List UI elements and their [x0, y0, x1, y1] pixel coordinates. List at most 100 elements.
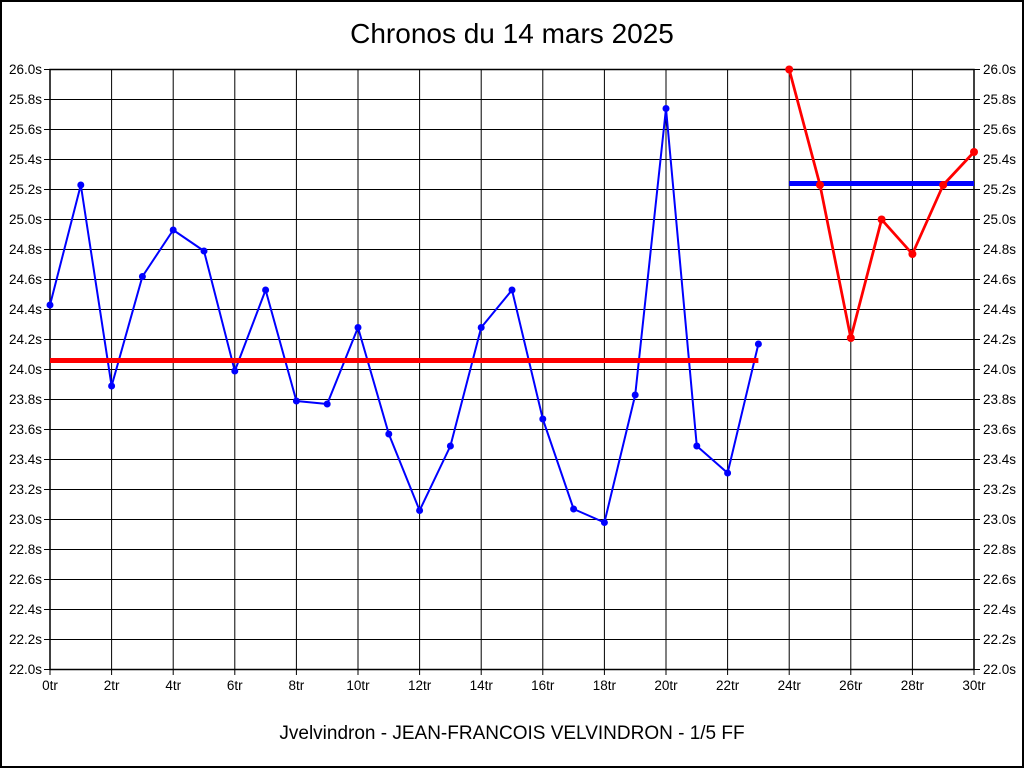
- x-axis-labels: 0tr 2tr 4tr 6tr 8tr 10tr 12tr 14tr 16tr 18tr 20tr 2…: [42, 678, 986, 693]
- serie-bleue-tours-0-23-point: [108, 382, 116, 390]
- x-tick-label: 16tr: [531, 678, 555, 693]
- x-tick-label: 2tr: [104, 678, 120, 693]
- x-tick-label: 0tr: [42, 678, 58, 693]
- y-tick-label-left: 22.6s: [9, 572, 42, 587]
- x-tick-label: 22tr: [716, 678, 740, 693]
- serie-rouge-tours-24-30-point: [908, 250, 917, 258]
- y-tick-label-left: 25.0s: [9, 212, 42, 227]
- y-tick-label-left: 22.8s: [9, 542, 42, 557]
- y-tick-label-left: 23.6s: [9, 422, 42, 437]
- x-tick-label: 6tr: [227, 678, 243, 693]
- y-tick-label-left: 22.4s: [9, 602, 42, 617]
- y-axis-labels-left: 26.0s 25.8s 25.6s 25.4s 25.2s 25.0s 24.8s 24.6s…: [9, 62, 42, 677]
- y-tick-label-right: 23.0s: [983, 512, 1016, 527]
- serie-bleue-tours-0-23-point: [477, 324, 485, 331]
- x-tick-label: 20tr: [654, 678, 678, 693]
- x-tick-label: 18tr: [593, 678, 617, 693]
- y-tick-label-right: 24.4s: [983, 302, 1016, 317]
- serie-rouge-tours-24-30-point: [877, 215, 886, 224]
- y-tick-label-left: 23.8s: [9, 392, 42, 407]
- serie-bleue-tours-0-23-point: [354, 324, 362, 331]
- serie-bleue-tours-0-23-point: [539, 415, 547, 423]
- serie-bleue-tours-0-23-point: [231, 367, 239, 375]
- y-tick-label-left: 23.2s: [9, 482, 42, 497]
- serie-rouge-tours-24-30-point: [785, 65, 794, 74]
- y-tick-label-left: 24.6s: [9, 272, 42, 287]
- y-tick-label-left: 23.0s: [9, 512, 42, 527]
- y-tick-label-right: 25.6s: [983, 122, 1016, 137]
- x-tick-label: 30tr: [962, 678, 986, 693]
- y-tick-label-left: 24.8s: [9, 242, 42, 257]
- serie-bleue-tours-0-23-point: [631, 391, 639, 399]
- serie-bleue-tours-0-23-point: [262, 286, 270, 294]
- y-tick-label-right: 22.4s: [983, 602, 1016, 617]
- y-tick-label-right: 23.6s: [983, 422, 1016, 437]
- serie-bleue-tours-0-23-point: [323, 400, 331, 408]
- y-tick-label-right: 23.8s: [983, 392, 1016, 407]
- chart-title: Chronos du 14 mars 2025: [350, 18, 674, 49]
- y-tick-label-right: 26.0s: [983, 62, 1016, 77]
- serie-bleue-tours-0-23-point: [385, 430, 393, 438]
- y-tick-label-left: 25.2s: [9, 182, 42, 197]
- serie-bleue-tours-0-23-point: [508, 286, 516, 294]
- gridlines: [49, 69, 975, 670]
- reference-lines: [50, 181, 974, 363]
- chart-caption: Jvelvindron - JEAN-FRANCOIS VELVINDRON -…: [279, 723, 745, 744]
- x-tick-label: 24tr: [778, 678, 802, 693]
- x-tick-label: 14tr: [470, 678, 494, 693]
- y-tick-label-right: 25.4s: [983, 152, 1016, 167]
- y-tick-label-right: 22.8s: [983, 542, 1016, 557]
- serie-rouge-tours-24-30-point: [970, 148, 978, 156]
- serie-bleue-tours-0-23-point: [446, 442, 454, 450]
- serie-bleue-tours-0-23-point: [724, 469, 732, 477]
- y-tick-label-right: 25.0s: [983, 212, 1016, 227]
- serie-bleue-tours-0-23-point: [570, 505, 578, 513]
- y-tick-label-left: 22.2s: [9, 632, 42, 647]
- series-red: [785, 65, 978, 342]
- series-blue: [46, 105, 762, 526]
- y-tick-label-right: 24.0s: [983, 362, 1016, 377]
- serie-bleue-tours-0-23-point: [169, 226, 177, 234]
- serie-bleue-tours-0-23-point: [754, 340, 762, 348]
- y-tick-label-right: 23.4s: [983, 452, 1016, 467]
- serie-rouge-tours-24-30-point: [846, 334, 855, 342]
- y-tick-label-left: 22.0s: [9, 662, 42, 677]
- y-tick-label-left: 26.0s: [9, 62, 42, 77]
- serie-bleue-tours-0-23-point: [292, 397, 300, 405]
- y-tick-label-right: 24.8s: [983, 242, 1016, 257]
- serie-bleue-tours-0-23-point: [600, 519, 608, 526]
- serie-bleue-tours-0-23-point: [693, 442, 701, 450]
- serie-rouge-tours-24-30-point: [816, 181, 824, 189]
- y-tick-label-left: 24.2s: [9, 332, 42, 347]
- serie-rouge-tours-24-30-line: [787, 68, 976, 340]
- x-tick-label: 4tr: [165, 678, 181, 693]
- axis-ticks: [44, 69, 980, 675]
- x-tick-label: 26tr: [839, 678, 863, 693]
- y-tick-label-right: 24.6s: [983, 272, 1016, 287]
- y-axis-labels-right: 26.0s 25.8s 25.6s 25.4s 25.2s 25.0s 24.8s 24.6s…: [983, 62, 1016, 677]
- y-tick-label-right: 25.8s: [983, 92, 1016, 107]
- y-tick-label-left: 23.4s: [9, 452, 42, 467]
- x-tick-label: 12tr: [408, 678, 432, 693]
- serie-bleue-tours-0-23-point: [416, 507, 424, 514]
- y-tick-label-left: 25.4s: [9, 152, 42, 167]
- y-tick-label-right: 23.2s: [983, 482, 1016, 497]
- y-tick-label-right: 22.0s: [983, 662, 1016, 677]
- serie-rouge-tours-24-30-point: [939, 181, 948, 189]
- serie-bleue-tours-0-23-point: [46, 301, 54, 309]
- y-tick-label-right: 22.6s: [983, 572, 1016, 587]
- serie-bleue-tours-0-23-point: [77, 181, 85, 189]
- y-tick-label-left: 25.6s: [9, 122, 42, 137]
- y-tick-label-right: 24.2s: [983, 332, 1016, 347]
- serie-bleue-tours-0-23-line: [49, 107, 760, 524]
- y-tick-label-right: 22.2s: [983, 632, 1016, 647]
- x-tick-label: 8tr: [289, 678, 305, 693]
- y-tick-label-left: 24.0s: [9, 362, 42, 377]
- serie-bleue-tours-0-23-point: [662, 105, 670, 112]
- y-tick-label-right: 25.2s: [983, 182, 1016, 197]
- y-tick-label-left: 24.4s: [9, 302, 42, 317]
- serie-bleue-tours-0-23-point: [200, 247, 208, 255]
- y-tick-label-left: 25.8s: [9, 92, 42, 107]
